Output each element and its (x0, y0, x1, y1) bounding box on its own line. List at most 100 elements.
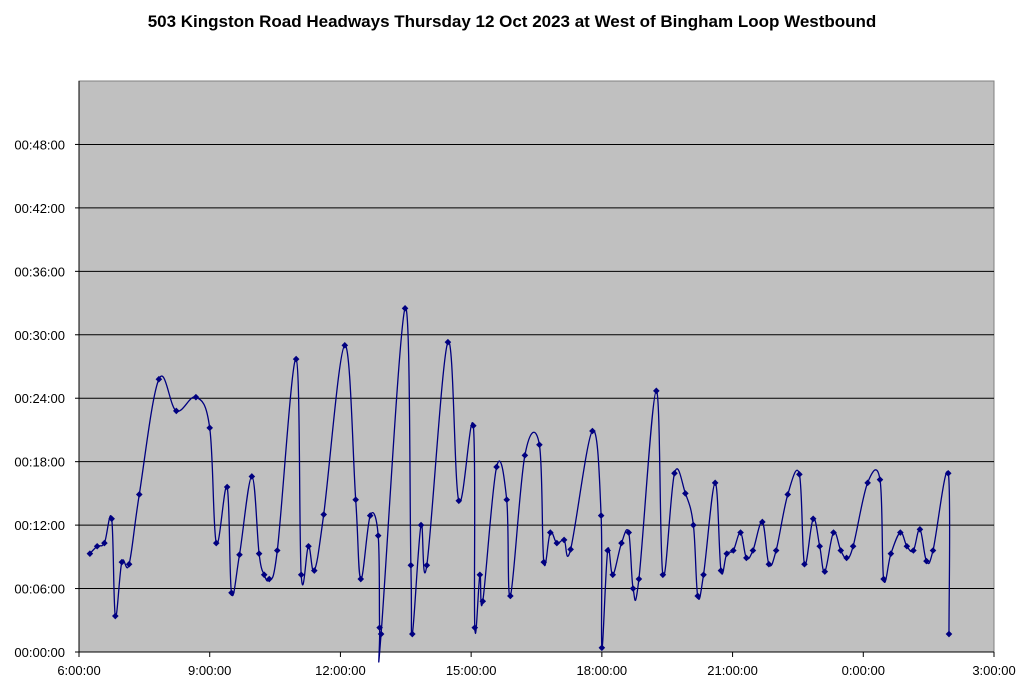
data-point-marker (629, 585, 637, 592)
data-point-marker (653, 387, 660, 395)
data-point-marker (916, 526, 924, 533)
y-tick-label: 00:06:00 (14, 582, 65, 597)
data-point-marker (729, 547, 737, 554)
data-point-marker (423, 561, 431, 569)
data-point-marker (923, 557, 930, 565)
data-point-marker (737, 529, 744, 536)
data-point-marker (206, 424, 214, 432)
x-tick-label: 0:00:00 (842, 663, 885, 678)
data-point-marker (723, 550, 731, 557)
data-point-marker (659, 571, 667, 579)
data-point-marker (759, 518, 766, 526)
data-point-marker (417, 521, 425, 529)
data-point-marker (273, 547, 281, 554)
data-point-marker (546, 529, 554, 536)
data-point-marker (228, 589, 235, 597)
data-point-marker (135, 491, 143, 498)
data-point-marker (880, 575, 887, 583)
data-point-marker (521, 452, 529, 459)
data-point-marker (801, 560, 808, 568)
data-point-marker (816, 542, 824, 550)
data-point-marker (479, 597, 487, 605)
data-point-marker (236, 551, 243, 559)
data-point-marker (618, 539, 625, 547)
y-tick-label: 00:36:00 (14, 264, 65, 279)
data-point-marker (821, 568, 829, 575)
data-point-marker (507, 592, 514, 600)
y-tick-label: 00:18:00 (14, 455, 65, 470)
data-point-marker (743, 554, 750, 562)
data-point-marker (455, 497, 463, 505)
data-point-marker (493, 463, 500, 471)
data-point-marker (470, 422, 477, 430)
data-point-marker (292, 355, 300, 363)
data-point-marker (897, 529, 904, 536)
data-point-marker (112, 612, 119, 620)
data-point-marker (843, 554, 850, 562)
data-point-marker (376, 624, 383, 631)
data-point-marker (682, 490, 689, 497)
chart-title: 503 Kingston Road Headways Thursday 12 O… (147, 12, 877, 31)
data-point-marker (125, 560, 133, 568)
data-point-marker (609, 571, 617, 579)
x-tick-label: 12:00:00 (315, 663, 366, 678)
data-point-marker (589, 427, 596, 435)
data-point-marker (749, 547, 757, 554)
plot-area (78, 80, 995, 653)
data-point-marker (540, 558, 548, 566)
data-point-marker (784, 491, 792, 498)
data-point-marker (598, 644, 606, 652)
data-point-marker (471, 624, 479, 631)
data-point-marker (796, 471, 803, 478)
data-point-marker (108, 515, 115, 523)
data-point-marker (694, 592, 702, 600)
data-point-marker (553, 539, 561, 547)
data-point-marker (809, 515, 817, 523)
data-point-marker (255, 550, 263, 557)
y-tick-label: 00:12:00 (14, 518, 65, 533)
data-point-marker (690, 521, 697, 529)
data-point-marker (192, 393, 200, 401)
data-point-marker (248, 473, 256, 480)
data-point-marker (93, 542, 101, 550)
data-point-marker (903, 542, 911, 550)
data-point-marker (223, 483, 231, 491)
data-point-marker (407, 561, 415, 569)
data-point-marker (772, 547, 780, 554)
data-point-marker (212, 539, 220, 547)
data-point-marker (700, 571, 707, 579)
data-point-marker (864, 479, 871, 487)
x-tick-label: 6:00:00 (57, 663, 100, 678)
x-tick-label: 9:00:00 (188, 663, 231, 678)
data-point-marker (341, 342, 349, 349)
data-point-marker (567, 546, 574, 553)
data-point-marker (929, 547, 937, 554)
data-point-marker (352, 496, 359, 504)
data-point-marker (297, 571, 305, 579)
data-point-marker (536, 441, 543, 449)
y-tick-label: 00:24:00 (14, 391, 65, 406)
data-point-marker (401, 305, 409, 312)
data-point-marker (320, 511, 328, 518)
x-tick-label: 18:00:00 (577, 663, 628, 678)
data-point-marker (265, 575, 273, 583)
data-point-marker (305, 542, 312, 550)
data-point-marker (910, 547, 917, 554)
data-point-marker (711, 479, 719, 487)
x-tick-label: 15:00:00 (446, 663, 497, 678)
data-point-marker (310, 567, 318, 574)
data-point-marker (118, 558, 126, 566)
data-point-marker (366, 512, 374, 519)
data-point-marker (945, 630, 953, 638)
x-tick-label: 3:00:00 (972, 663, 1015, 678)
data-point-marker (597, 512, 605, 519)
data-point-marker (765, 560, 773, 568)
data-point-marker (887, 550, 895, 557)
data-point-marker (876, 476, 884, 483)
data-point-marker (604, 547, 611, 554)
data-point-marker (444, 338, 452, 346)
data-point-marker (849, 542, 857, 550)
data-point-marker (357, 575, 365, 583)
